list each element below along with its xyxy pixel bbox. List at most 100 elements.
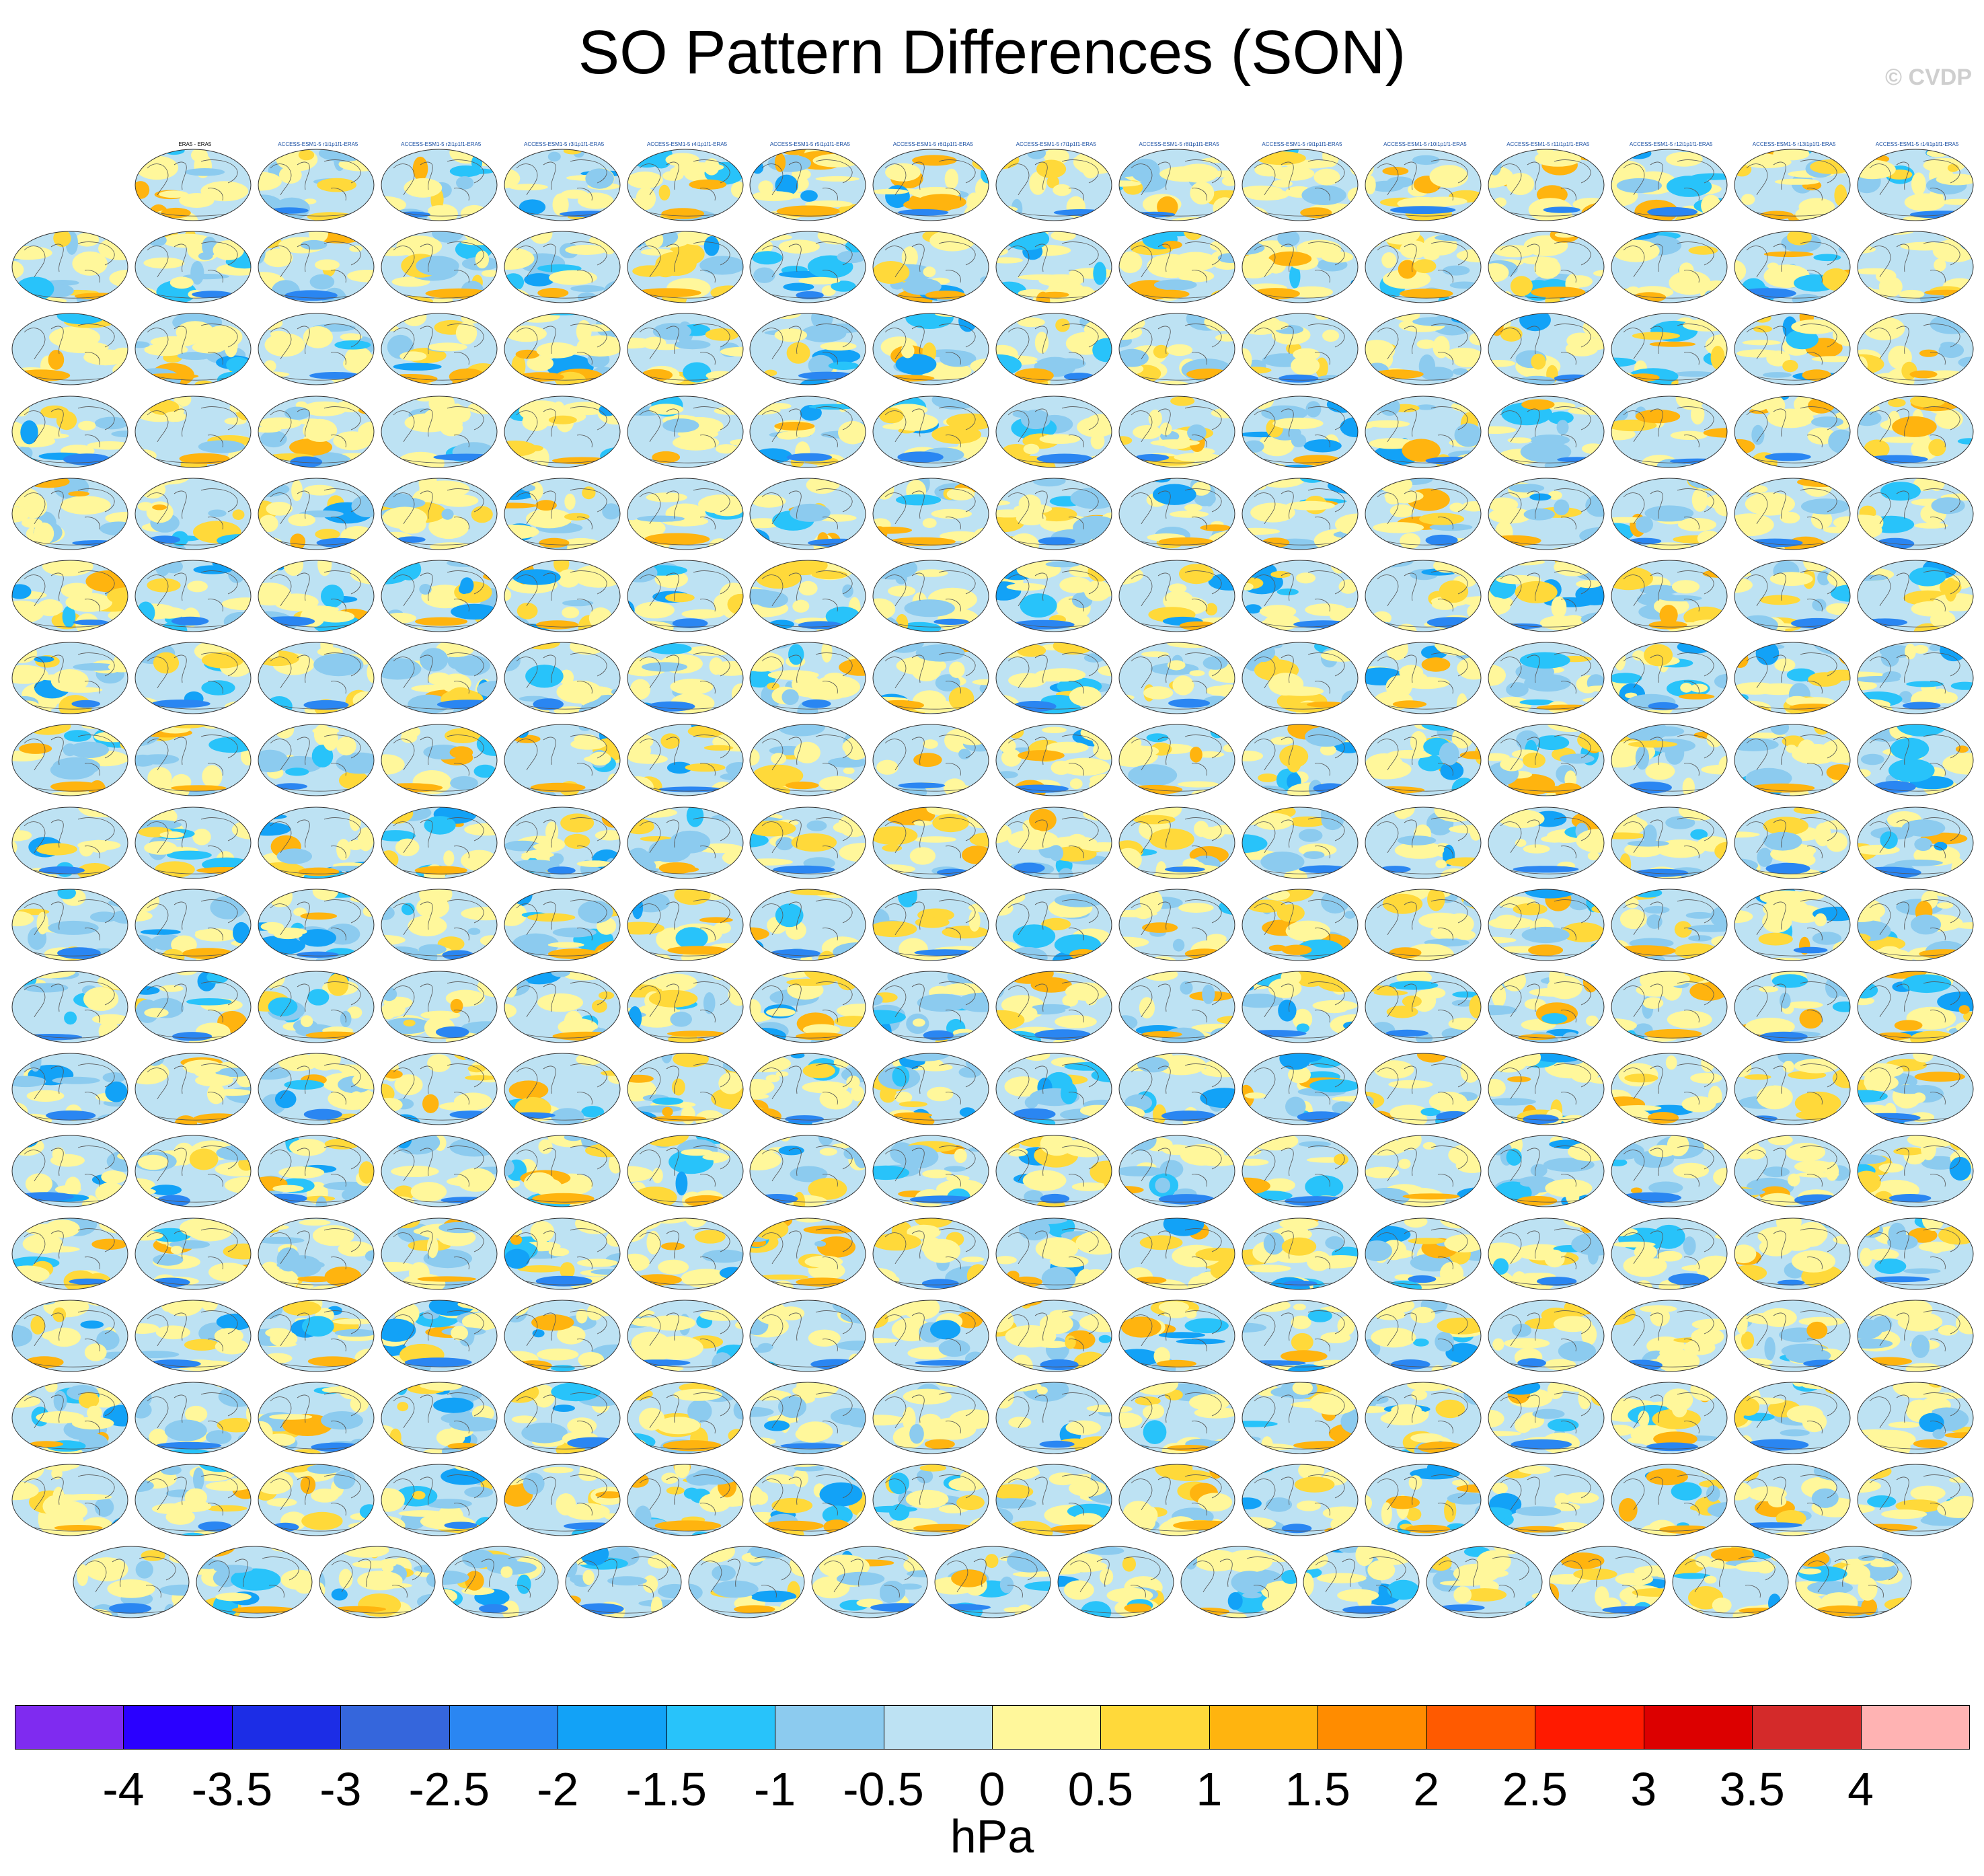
map-panel <box>1241 716 1363 798</box>
map-panel <box>1856 305 1979 387</box>
map-globe <box>1488 724 1605 796</box>
map-panel <box>257 1456 379 1538</box>
map-globe <box>381 806 498 879</box>
map-panel <box>626 552 749 634</box>
map-globe <box>995 806 1112 879</box>
map-panel <box>257 388 379 470</box>
map-globe <box>995 560 1112 632</box>
map-panel <box>749 963 871 1045</box>
map-globe <box>1857 806 1973 879</box>
map-globe <box>1242 1464 1359 1536</box>
map-panel <box>380 1374 502 1456</box>
map-panel: ACCESS-ESM1-5 r8i1p1f1-ERA5 <box>1118 141 1240 223</box>
map-panel <box>872 881 994 963</box>
map-panel <box>626 1127 749 1209</box>
colorbar-swatch <box>449 1705 559 1750</box>
map-globe <box>504 642 621 714</box>
map-panel <box>1118 1374 1240 1456</box>
map-panel-title: ACCESS-ESM1-5 r2i1p1f1-ERA5 <box>401 141 482 147</box>
colorbar-tick-label: 0 <box>979 1763 1005 1815</box>
map-panel <box>626 1292 749 1374</box>
map-globe <box>1488 971 1605 1043</box>
map-globe <box>381 724 498 796</box>
map-panel-grid: ERA5 - ERA5 ACCESS-ESM1-5 r1i1p1f1-ERA5 AC… <box>11 141 1979 1620</box>
map-panel <box>749 1210 871 1292</box>
map-panel <box>749 470 871 552</box>
map-globe <box>1734 642 1851 714</box>
map-panel <box>995 881 1117 963</box>
map-globe <box>1488 560 1605 632</box>
map-globe <box>627 231 743 303</box>
map-globe <box>11 642 128 714</box>
map-globe <box>1857 1382 1973 1454</box>
map-panel: ERA5 - ERA5 <box>134 141 256 223</box>
map-panel <box>626 1374 749 1456</box>
colorbar <box>15 1705 1970 1751</box>
map-panel <box>1548 1538 1671 1620</box>
map-panel <box>1487 1374 1609 1456</box>
map-panel <box>1364 1045 1486 1127</box>
map-panel <box>11 634 133 716</box>
map-panel <box>318 1538 441 1620</box>
map-globe <box>1118 642 1235 714</box>
map-globe <box>749 478 866 550</box>
map-globe <box>1118 971 1235 1043</box>
colorbar-tick-label: -2 <box>537 1763 579 1815</box>
map-panel <box>1364 223 1486 305</box>
map-globe <box>11 1135 128 1207</box>
map-panel: ACCESS-ESM1-5 r13i1p1f1-ERA5 <box>1733 141 1856 223</box>
map-globe <box>1365 396 1482 468</box>
map-panel-title: ERA5 - ERA5 <box>178 141 212 147</box>
map-panel <box>1856 799 1979 881</box>
map-panel <box>1241 963 1363 1045</box>
map-globe <box>1365 806 1482 879</box>
map-globe <box>1242 149 1359 221</box>
map-globe <box>135 889 252 961</box>
map-panel <box>380 1456 502 1538</box>
map-panel <box>1118 963 1240 1045</box>
map-panel <box>11 881 133 963</box>
map-panel <box>1118 305 1240 387</box>
map-panel <box>1733 1210 1856 1292</box>
map-panel <box>1733 1127 1856 1209</box>
map-globe <box>381 1217 498 1290</box>
map-panel <box>257 1210 379 1292</box>
map-panel <box>1487 716 1609 798</box>
map-panel <box>1241 305 1363 387</box>
map-globe <box>11 396 128 468</box>
map-panel <box>995 963 1117 1045</box>
map-globe <box>995 1135 1112 1207</box>
map-panel <box>257 634 379 716</box>
map-globe <box>872 1464 989 1536</box>
map-panel <box>11 470 133 552</box>
map-panel <box>626 716 749 798</box>
map-globe <box>1734 396 1851 468</box>
map-panel <box>626 963 749 1045</box>
map-globe <box>1857 724 1973 796</box>
map-panel <box>872 1456 994 1538</box>
map-globe <box>381 1135 498 1207</box>
map-globe <box>1549 1546 1666 1618</box>
map-globe <box>258 396 375 468</box>
map-panel <box>1241 881 1363 963</box>
map-panel <box>995 634 1117 716</box>
map-globe <box>381 971 498 1043</box>
map-globe <box>1242 1217 1359 1290</box>
map-panel <box>1610 552 1732 634</box>
map-panel <box>626 1045 749 1127</box>
map-globe <box>1857 889 1973 961</box>
map-panel-title: ACCESS-ESM1-5 r6i1p1f1-ERA5 <box>892 141 973 147</box>
map-globe <box>1365 1300 1482 1372</box>
map-panel <box>1118 552 1240 634</box>
map-panel-title: ACCESS-ESM1-5 r13i1p1f1-ERA5 <box>1752 141 1836 147</box>
map-globe <box>627 806 743 879</box>
map-globe <box>1611 231 1728 303</box>
map-globe <box>1118 806 1235 879</box>
map-panel <box>1856 1127 1979 1209</box>
map-panel <box>1733 470 1856 552</box>
map-panel <box>1733 881 1856 963</box>
map-globe <box>872 560 989 632</box>
map-panel <box>134 223 256 305</box>
map-globe <box>1242 642 1359 714</box>
map-panel-title: ACCESS-ESM1-5 r12i1p1f1-ERA5 <box>1629 141 1713 147</box>
